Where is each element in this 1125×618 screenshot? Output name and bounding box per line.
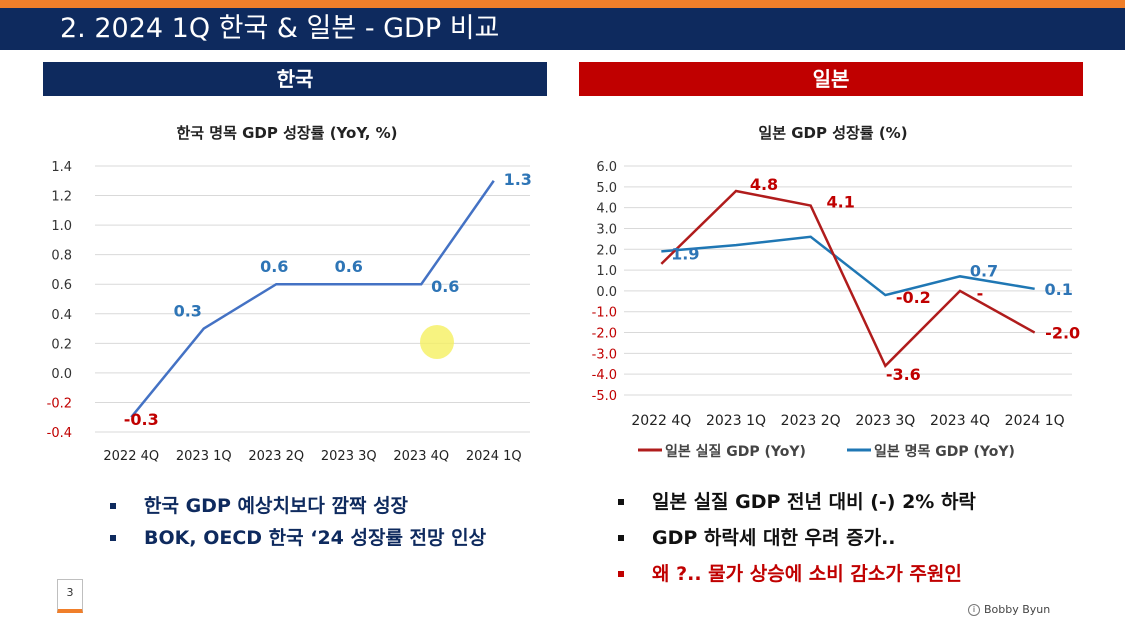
cursor-highlight xyxy=(420,325,454,359)
data-label: -0.2 xyxy=(896,288,931,307)
data-label: 1.3 xyxy=(504,170,532,189)
x-tick-label: 2023 4Q xyxy=(393,449,449,464)
japan-bullet-list: 일본 실질 GDP 전년 대비 (-) 2% 하락 GDP 하락세 대한 우려 … xyxy=(618,484,976,592)
data-label: 0.1 xyxy=(1044,280,1072,299)
data-label: 0.6 xyxy=(431,277,459,296)
korea-bullet: BOK, OECD 한국 ‘24 성장률 전망 인상 xyxy=(110,522,486,554)
credit-text: Bobby Byun xyxy=(984,603,1051,616)
legend-label: 일본 실질 GDP (YoY) xyxy=(665,444,806,460)
y-tick-label: 0.6 xyxy=(51,278,72,293)
x-tick-label: 2023 4Q xyxy=(930,413,990,429)
page-number: 3 xyxy=(57,579,83,613)
japan-bullet-text: GDP 하락세 대한 우려 증가.. xyxy=(652,527,896,549)
slide-title: 2. 2024 1Q 한국 & 일본 - GDP 비교 xyxy=(60,13,500,44)
y-tick-label: 5.0 xyxy=(596,181,617,196)
korea-bullet-text: BOK, OECD 한국 ‘24 성장률 전망 인상 xyxy=(144,527,487,549)
y-tick-label: 6.0 xyxy=(596,160,617,175)
japan-bullet: 일본 실질 GDP 전년 대비 (-) 2% 하락 xyxy=(618,484,976,520)
korea-bullet-text: 한국 GDP 예상치보다 깜짝 성장 xyxy=(144,495,409,517)
japan-real-gdp-line xyxy=(660,189,1036,369)
data-label: - xyxy=(977,284,984,303)
data-label: 0.6 xyxy=(335,257,363,276)
x-tick-label: 2022 4Q xyxy=(631,413,691,429)
japan-bullet: GDP 하락세 대한 우려 증가.. xyxy=(618,520,976,556)
bullet-square-icon xyxy=(110,535,116,541)
chart-title: 일본 GDP 성장률 (%) xyxy=(758,124,907,142)
data-label: 0.7 xyxy=(970,261,998,280)
info-icon: i xyxy=(968,604,980,616)
data-label: 0.3 xyxy=(174,302,202,321)
x-tick-label: 2023 1Q xyxy=(706,413,766,429)
legend-label: 일본 명목 GDP (YoY) xyxy=(874,443,1015,460)
x-tick-label: 2024 1Q xyxy=(466,449,522,464)
data-label: -3.6 xyxy=(886,365,921,384)
y-tick-label: -2.0 xyxy=(592,327,617,342)
x-tick-label: 2023 3Q xyxy=(321,449,377,464)
bullet-square-icon xyxy=(618,499,624,505)
x-tick-label: 2023 3Q xyxy=(855,413,915,429)
bullet-square-icon xyxy=(618,571,624,577)
y-tick-label: 1.0 xyxy=(51,219,72,234)
y-tick-label: -3.0 xyxy=(592,347,617,362)
data-label: 1.9 xyxy=(671,244,699,263)
x-tick-label: 2023 2Q xyxy=(248,449,304,464)
y-tick-label: 0.0 xyxy=(596,285,617,300)
credit: i Bobby Byun xyxy=(968,603,1050,616)
y-tick-label: -0.4 xyxy=(47,426,72,441)
y-tick-label: 0.0 xyxy=(51,367,72,382)
y-tick-label: 1.0 xyxy=(596,264,617,279)
title-bar xyxy=(0,8,1125,50)
x-tick-label: 2023 2Q xyxy=(781,413,841,429)
y-tick-label: 1.4 xyxy=(51,160,72,175)
data-label: -0.3 xyxy=(124,410,159,429)
korea-bullet-list: 한국 GDP 예상치보다 깜짝 성장 BOK, OECD 한국 ‘24 성장률 … xyxy=(110,490,486,554)
y-tick-label: 0.4 xyxy=(51,308,72,323)
data-label: 4.8 xyxy=(750,175,778,194)
x-tick-label: 2023 1Q xyxy=(176,449,232,464)
y-tick-label: 0.8 xyxy=(51,249,72,264)
japan-bullet-text: 왜 ?.. 물가 상승에 소비 감소가 주원인 xyxy=(652,563,962,585)
y-tick-label: -4.0 xyxy=(592,368,617,383)
data-label: 0.6 xyxy=(260,257,288,276)
y-tick-label: 1.2 xyxy=(51,190,72,205)
x-tick-label: 2022 4Q xyxy=(103,449,159,464)
y-tick-label: 0.2 xyxy=(51,337,72,352)
japan-bullet: 왜 ?.. 물가 상승에 소비 감소가 주원인 xyxy=(618,556,976,592)
top-accent-bar xyxy=(0,0,1125,8)
korea-bullet: 한국 GDP 예상치보다 깜짝 성장 xyxy=(110,490,486,522)
data-label: -2.0 xyxy=(1045,324,1080,343)
y-tick-label: 4.0 xyxy=(596,202,617,217)
japan-nominal-gdp-line xyxy=(661,235,1035,297)
korea-gdp-line xyxy=(130,180,495,419)
y-tick-label: -0.2 xyxy=(47,396,72,411)
y-tick-label: -1.0 xyxy=(592,306,617,321)
data-label: 4.1 xyxy=(826,193,854,212)
y-tick-label: 3.0 xyxy=(596,222,617,237)
bullet-square-icon xyxy=(618,535,624,541)
japan-header: 일본 xyxy=(579,62,1083,96)
x-tick-label: 2024 1Q xyxy=(1005,413,1065,429)
japan-bullet-text: 일본 실질 GDP 전년 대비 (-) 2% 하락 xyxy=(652,491,976,513)
bullet-square-icon xyxy=(110,503,116,509)
y-tick-label: -5.0 xyxy=(592,389,617,404)
chart-title: 한국 명목 GDP 성장률 (YoY, %) xyxy=(176,124,397,142)
korea-header: 한국 xyxy=(43,62,547,96)
y-tick-label: 2.0 xyxy=(596,243,617,258)
